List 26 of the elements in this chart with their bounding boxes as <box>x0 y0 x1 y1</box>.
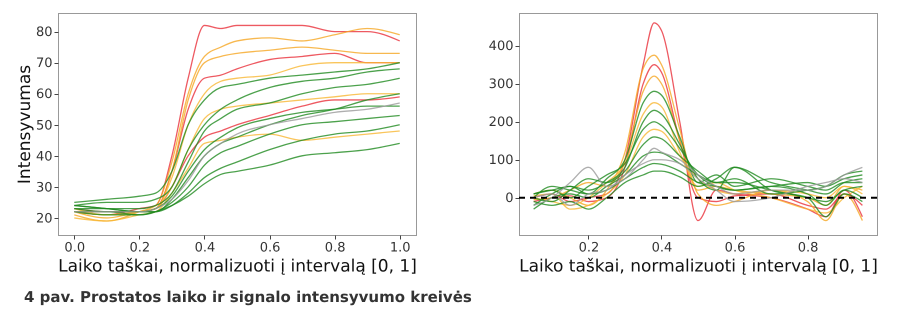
y-tick-label: 300 <box>488 77 514 92</box>
x-tick-label: 0.8 <box>798 240 818 256</box>
x-tick-label: 0.8 <box>324 240 346 256</box>
x-axis-title: Laiko taškai, normalizuoti į intervalą [0, 1] <box>58 256 417 276</box>
y-tick-label: 20 <box>36 211 52 226</box>
x-axis-title: Laiko taškai, normalizuoti į intervalą [0, 1] <box>519 256 878 276</box>
y-tick-label: 40 <box>36 149 52 164</box>
x-tick-label: 0.4 <box>652 240 672 256</box>
y-tick-label: 0 <box>505 191 514 206</box>
x-tick-label: 1.0 <box>390 240 411 256</box>
y-tick-label: 100 <box>488 153 514 168</box>
y-axis-title: Intensyvumas <box>14 64 35 184</box>
y-tick-label: 70 <box>36 56 52 72</box>
x-tick-label: 0.2 <box>578 240 600 256</box>
y-tick-label: 80 <box>36 25 52 40</box>
x-tick-label: 0.0 <box>64 240 86 256</box>
y-tick-label: 30 <box>36 180 52 196</box>
text: 4 pav. Prostatos laiko ir signalo intensyvumo kreivės <box>24 288 472 306</box>
x-tick-label: 0.6 <box>724 240 746 256</box>
y-tick-label: 50 <box>36 118 52 134</box>
x-tick-label: 0.6 <box>260 240 280 256</box>
y-tick-label: 400 <box>488 39 514 54</box>
x-tick-label: 0.2 <box>130 240 150 256</box>
x-tick-label: 0.4 <box>194 240 216 256</box>
y-tick-label: 60 <box>36 87 52 102</box>
y-tick-label: 200 <box>488 115 514 130</box>
